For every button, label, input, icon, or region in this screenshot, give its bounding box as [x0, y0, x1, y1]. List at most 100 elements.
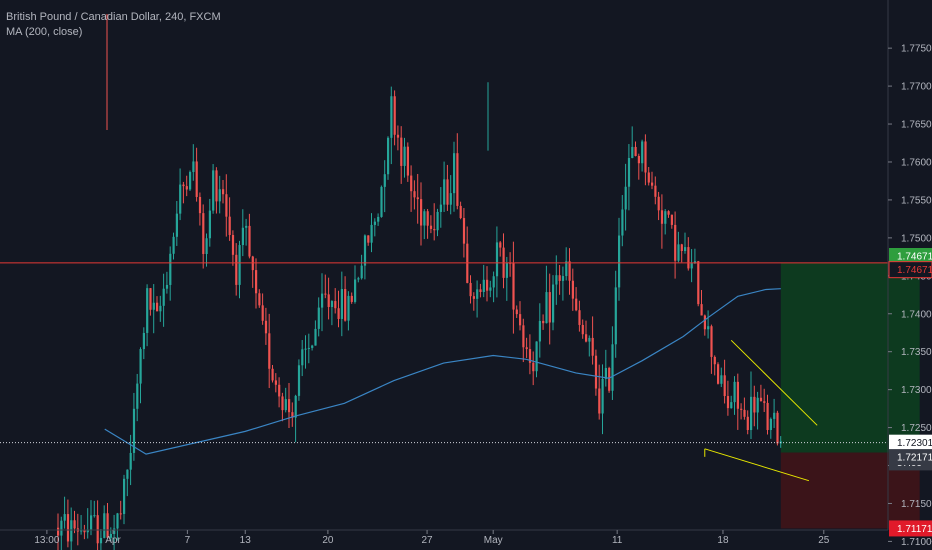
- candle-body: [291, 412, 294, 418]
- last-price-badge: 1.72301: [897, 438, 932, 449]
- candle-body: [205, 238, 208, 254]
- candle-body: [215, 170, 218, 202]
- candle-body: [472, 296, 475, 299]
- price-tick-label: 1.71000: [901, 537, 932, 548]
- profit-zone: [780, 262, 920, 453]
- candle-body: [340, 289, 343, 319]
- candle-body: [522, 325, 525, 348]
- time-tick-label: May: [484, 535, 503, 546]
- candle-body: [179, 184, 182, 214]
- time-axis-ticks: 13:00Apr7132027May111825Jun: [34, 530, 932, 546]
- price-tick-label: 1.75000: [901, 233, 932, 244]
- candle-body: [185, 186, 188, 190]
- candle-body: [258, 293, 261, 306]
- candle-body: [93, 515, 96, 517]
- candle-body: [119, 513, 122, 515]
- candle-body: [568, 261, 571, 281]
- price-tick-label: 1.72500: [901, 423, 932, 434]
- candle-body: [268, 333, 271, 369]
- candle-body: [165, 284, 169, 289]
- candle-body: [182, 184, 185, 187]
- candle-body: [208, 210, 211, 239]
- candle-body: [677, 244, 680, 261]
- candle-body: [660, 210, 664, 224]
- candle-body: [231, 234, 235, 255]
- candle-body: [387, 137, 390, 175]
- candle-body: [611, 344, 614, 391]
- candle-body: [57, 527, 60, 536]
- candle-body: [733, 381, 736, 403]
- candle-body: [416, 197, 419, 200]
- candle-body: [73, 520, 76, 529]
- candle-body: [354, 279, 357, 302]
- candle-body: [142, 332, 145, 350]
- candle-body: [581, 324, 584, 335]
- candle-body: [641, 141, 644, 164]
- candle-body: [492, 276, 495, 288]
- indicator-label: MA (200, close): [6, 26, 83, 38]
- candle-body: [403, 146, 406, 166]
- candle-body: [456, 153, 459, 206]
- candle-body: [515, 309, 518, 315]
- resistance-price-badge: 1.74671: [897, 265, 932, 276]
- time-tick-label: 13:00: [34, 535, 59, 546]
- candle-body: [274, 380, 277, 385]
- candle-body: [631, 146, 634, 159]
- candle-body: [255, 270, 258, 294]
- candle-body: [80, 530, 83, 532]
- candle-body: [284, 399, 287, 411]
- candle-body: [245, 225, 248, 228]
- candle-body: [670, 214, 673, 225]
- candle-body: [159, 305, 162, 312]
- candle-body: [535, 341, 538, 372]
- candle-body: [304, 348, 307, 350]
- time-tick-label: 13: [240, 535, 252, 546]
- candle-body: [393, 96, 396, 135]
- candle-body: [139, 349, 142, 384]
- candle-body: [558, 275, 561, 281]
- candle-body: [198, 196, 202, 214]
- moving-average-line: [104, 288, 781, 455]
- candle-body: [519, 314, 522, 326]
- candle-body: [116, 513, 119, 529]
- time-tick-label: 11: [612, 535, 623, 546]
- candle-body: [637, 155, 640, 164]
- candle-body: [578, 310, 581, 325]
- candle-body: [690, 263, 693, 269]
- price-tick-label: 1.77000: [901, 82, 932, 93]
- candle-body: [83, 530, 86, 533]
- candle-body: [700, 304, 703, 316]
- candle-body: [453, 153, 456, 194]
- candle-body: [459, 205, 462, 219]
- candle-body: [479, 289, 482, 293]
- candle-body: [396, 134, 400, 138]
- candle-body: [634, 146, 637, 156]
- entry-price-badge-bg: [889, 449, 932, 466]
- candle-body: [370, 224, 373, 243]
- candle-body: [126, 469, 129, 479]
- candle-body: [585, 334, 588, 342]
- price-tick-label: 1.73000: [901, 385, 932, 396]
- candle-body: [743, 409, 746, 417]
- candle-body: [373, 221, 376, 225]
- candle-body: [406, 146, 409, 176]
- candle-body: [618, 235, 621, 288]
- candle-body: [334, 301, 337, 309]
- candle-body: [261, 305, 264, 321]
- candle-body: [707, 326, 710, 330]
- candle-body: [624, 186, 627, 210]
- candle-body: [202, 213, 205, 254]
- candle-body: [367, 235, 370, 243]
- candle-body: [311, 345, 314, 348]
- candle-body: [548, 292, 551, 323]
- candle-body: [222, 189, 225, 195]
- time-tick-label: 20: [322, 535, 334, 546]
- candle-body: [195, 161, 198, 197]
- candle-body: [505, 262, 508, 278]
- candle-body: [664, 211, 667, 224]
- candle-body: [495, 242, 499, 277]
- candle-body: [360, 265, 363, 279]
- candle-body: [750, 396, 753, 431]
